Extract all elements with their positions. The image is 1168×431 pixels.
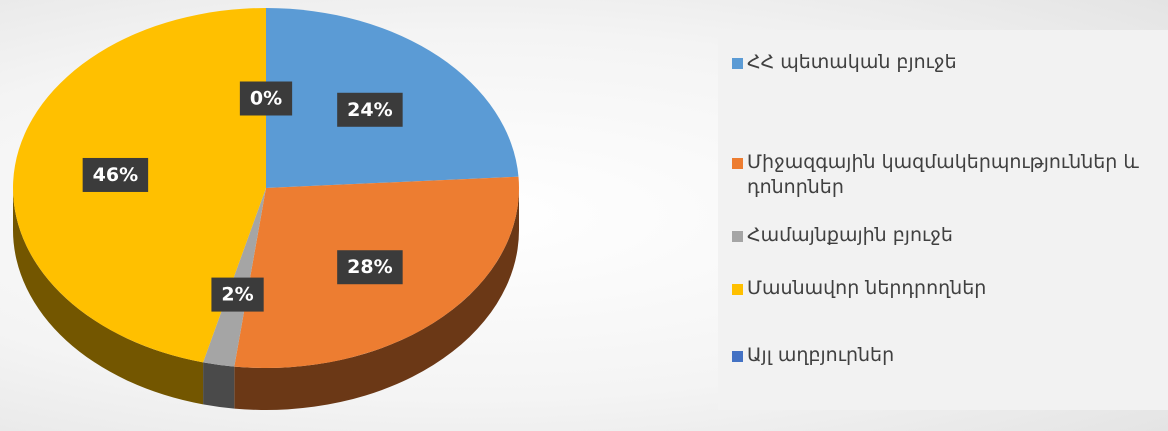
data-label-box (82, 157, 149, 192)
data-label-group: 2% (211, 277, 264, 312)
data-label: 28% (347, 256, 392, 278)
slice-side (234, 188, 519, 410)
data-label-box (337, 92, 403, 127)
legend-swatch (732, 58, 743, 69)
data-label-group: 46% (82, 157, 149, 192)
slice (203, 188, 266, 367)
legend-swatch (732, 284, 743, 295)
legend-item: Մասնավոր ներդրողներ (732, 276, 1162, 301)
legend: ՀՀ պետական բյուջե Միջազգային կազմակերպութ… (718, 30, 1168, 410)
legend-item: ՀՀ պետական բյուջե (732, 50, 1162, 75)
legend-label: ՀՀ պետական բյուջե (747, 51, 957, 73)
data-label-group: 0% (239, 81, 293, 116)
data-label-group: 28% (337, 250, 403, 285)
data-label: 0% (250, 88, 282, 110)
slice-side (13, 188, 204, 405)
data-label: 24% (347, 99, 392, 121)
legend-item: Միջազգային կազմակերպություններ և դոնորնե… (732, 150, 1162, 200)
legend-label: Այլ աղբյուրներ (747, 344, 895, 366)
legend-label: Միջազգային կազմակերպություններ և դոնորնե… (747, 151, 1139, 198)
legend-swatch (732, 158, 743, 169)
legend-swatch (732, 351, 743, 362)
legend-label: Մասնավոր ներդրողներ (747, 277, 987, 299)
data-label: 46% (93, 164, 138, 186)
legend-swatch (732, 231, 743, 242)
data-label-group: 24% (337, 92, 403, 127)
data-label-box (337, 250, 403, 285)
legend-item: Այլ աղբյուրներ (732, 343, 1162, 368)
slice-side (203, 362, 235, 409)
chart: 24% 28% 2% 46% 0% (12, 8, 519, 410)
data-label-box (211, 277, 264, 312)
data-label-box (239, 81, 293, 116)
legend-item: Համայնքային բյուջե (732, 223, 1162, 248)
data-label: 2% (221, 284, 253, 306)
legend-label: Համայնքային բյուջե (747, 224, 953, 246)
